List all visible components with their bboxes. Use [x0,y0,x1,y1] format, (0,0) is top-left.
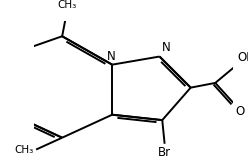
Text: N: N [107,50,116,63]
Text: Br: Br [158,146,171,159]
Text: CH₃: CH₃ [15,145,34,155]
Text: CH₃: CH₃ [57,0,77,10]
Text: OH: OH [237,52,248,64]
Text: O: O [235,105,245,118]
Text: N: N [162,41,171,54]
